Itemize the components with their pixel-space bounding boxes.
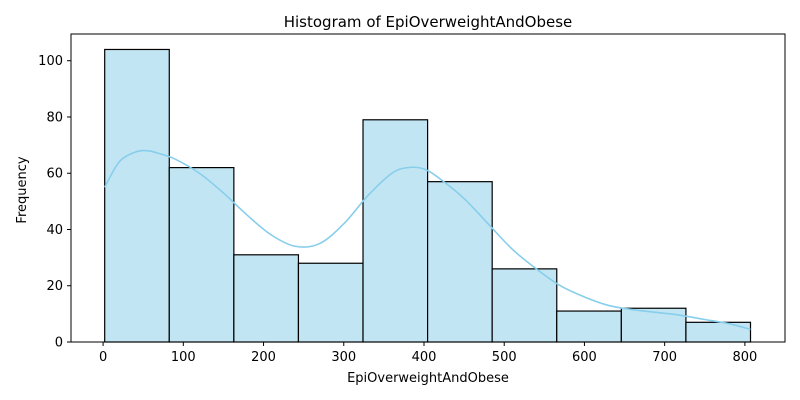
y-tick-label: 100 [38,54,63,69]
x-tick-label: 700 [652,350,677,365]
x-tick-label: 0 [99,350,107,365]
chart-title: Histogram of EpiOverweightAndObese [284,13,573,31]
histogram-bar-7 [491,268,558,343]
histogram-bar-1 [104,48,170,343]
y-tick-label: 20 [46,279,63,294]
y-axis-ticks: 0 20 40 60 80 100 [38,54,71,351]
x-tick-label: 400 [412,350,437,365]
plot-area-frame [70,33,786,343]
x-tick-label: 800 [732,350,757,365]
histogram-bar-4 [297,262,364,343]
histogram-bar-10 [685,321,752,343]
x-tick-label: 100 [171,350,196,365]
y-axis-label: Frequency [15,156,30,223]
x-tick-label: 500 [492,350,517,365]
histogram-bar-5 [362,119,429,343]
histogram-bar-3 [233,254,300,343]
x-tick-label: 200 [251,350,276,365]
y-tick-label: 40 [46,223,63,238]
x-axis-ticks: 0 100 200 300 400 500 600 700 800 [99,342,757,365]
histogram-bar-9 [620,307,687,343]
y-tick-label: 80 [46,110,63,125]
histogram-bar-8 [556,310,622,343]
x-axis-label: EpiOverweightAndObese [347,371,509,386]
x-tick-label: 300 [331,350,356,365]
histogram-bar-6 [426,181,493,343]
kde-curve [103,149,751,331]
histogram-bars [104,48,752,343]
x-tick-label: 600 [572,350,597,365]
y-tick-label: 0 [55,336,63,351]
histogram-bar-2 [168,167,235,343]
y-tick-label: 60 [46,167,63,182]
